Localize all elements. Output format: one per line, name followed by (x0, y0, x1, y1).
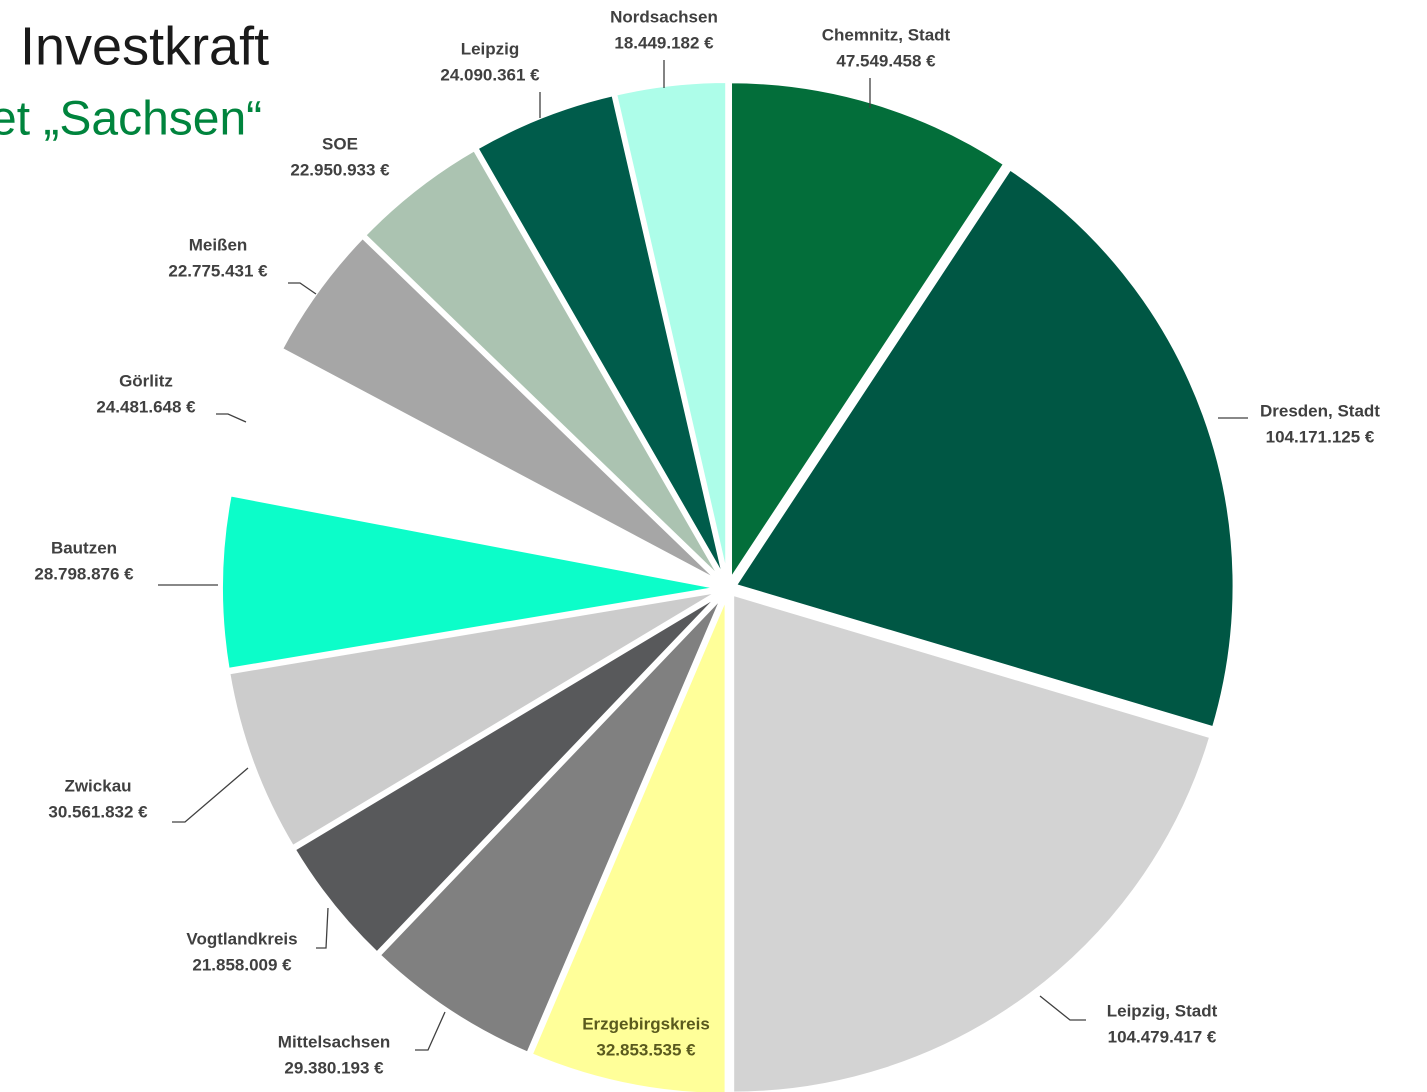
slice-value-label: 47.549.458 € (836, 51, 936, 70)
slice-label: Erzgebirgskreis (582, 1014, 710, 1033)
slice-value-label: 18.449.182 € (614, 33, 714, 52)
pie-slice (361, 146, 726, 584)
slice-label: Vogtlandkreis (186, 929, 297, 948)
slice-value-label: 24.090.361 € (440, 65, 540, 84)
slice-value-label: 21.858.009 € (192, 955, 292, 974)
pie-slice (278, 233, 724, 586)
slice-value-label: 104.171.125 € (1266, 427, 1375, 446)
slice-label: Görlitz (119, 371, 173, 390)
slice-label: Zwickau (64, 776, 131, 795)
slice-label: Dresden, Stadt (1260, 401, 1380, 420)
chart-subtitle: et „Sachsen“ (0, 93, 262, 146)
pie-slice (612, 79, 730, 582)
pie-slice (731, 165, 1237, 731)
chart-title: Investkraft (20, 16, 269, 76)
pie-slice (730, 590, 1214, 1092)
slice-label: Leipzig (461, 39, 520, 58)
slice-label: SOE (322, 134, 358, 153)
slice-value-label: 29.380.193 € (284, 1058, 384, 1077)
leader-line (316, 907, 329, 949)
slice-label: Leipzig, Stadt (1107, 1001, 1218, 1020)
pie-slice (527, 594, 729, 1092)
leader-line (415, 1011, 446, 1051)
pie-slice (227, 348, 723, 588)
slice-label: Chemnitz, Stadt (822, 25, 951, 44)
slice-value-label: 28.798.876 € (34, 564, 134, 583)
slice-label: Nordsachsen (610, 7, 718, 26)
pie-slice (375, 592, 726, 1057)
slice-label: Mittelsachsen (278, 1032, 390, 1051)
pie-slice (728, 79, 1009, 588)
pie-slice (219, 492, 722, 673)
slice-value-label: 30.561.832 € (48, 802, 148, 821)
leader-line (172, 767, 249, 823)
slice-label: Meißen (189, 235, 248, 254)
slice-value-label: 104.479.417 € (1108, 1027, 1217, 1046)
leader-line (216, 413, 247, 423)
slice-value-label: 32.853.535 € (596, 1040, 696, 1059)
slice-value-label: 22.775.431 € (168, 261, 268, 280)
slice-value-label: 24.481.648 € (96, 397, 196, 416)
leader-line (288, 282, 317, 295)
slice-value-label: 22.950.933 € (290, 160, 390, 179)
pie-slice (290, 590, 724, 957)
leader-line (1039, 995, 1086, 1021)
slice-label: Bautzen (51, 538, 117, 557)
pie-slice (225, 588, 723, 851)
